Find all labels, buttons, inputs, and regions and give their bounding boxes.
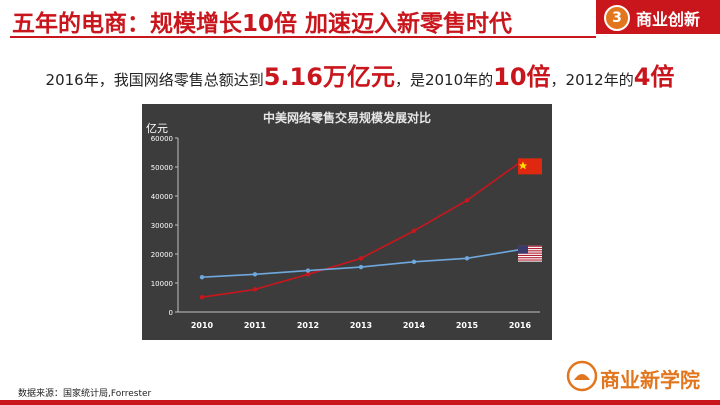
y-tick-label: 20000 xyxy=(151,251,173,259)
headline-part1: 2016年，我国网络零售总额达到 xyxy=(45,71,264,89)
x-tick-label: 2011 xyxy=(244,321,267,330)
y-tick-label: 50000 xyxy=(151,164,173,172)
y-tick-label: 10000 xyxy=(151,280,173,288)
data-point-美国 xyxy=(411,259,417,265)
x-tick-label: 2015 xyxy=(456,321,479,330)
series-line-中国 xyxy=(201,161,521,299)
usa-flag-stripe xyxy=(518,257,542,259)
headline-value1: 5.16万亿元 xyxy=(263,63,395,91)
logo-icon xyxy=(566,360,598,392)
y-tick-label: 40000 xyxy=(151,193,173,201)
y-tick-label: 30000 xyxy=(151,222,173,230)
china-flag-star xyxy=(519,161,527,170)
usa-flag-stripe xyxy=(518,259,542,261)
data-point-美国 xyxy=(252,272,258,277)
data-point-中国 xyxy=(252,287,258,292)
data-point-中国 xyxy=(464,198,470,203)
logo-text: 商业新学院 xyxy=(600,368,700,392)
usa-flag-stripe xyxy=(518,252,542,254)
headline-part2: ，是2010年的 xyxy=(394,71,494,89)
x-tick-label: 2013 xyxy=(350,321,372,330)
headline-part3: ，2012年的 xyxy=(550,71,634,89)
data-point-美国 xyxy=(305,268,311,273)
data-point-美国 xyxy=(199,275,205,280)
y-tick-label: 0 xyxy=(169,309,173,317)
usa-flag-stripe xyxy=(518,254,542,256)
headline-value3: 4倍 xyxy=(633,63,675,91)
data-point-中国 xyxy=(358,256,364,261)
x-tick-label: 2010 xyxy=(191,321,214,330)
data-point-中国 xyxy=(199,295,205,300)
chart-panel: 中美网络零售交易规模发展对比亿元 0 10000 20000 30000 40000 500… xyxy=(142,104,552,340)
slide-title: 五年的电商：规模增长10倍 加速迈入新零售时代 xyxy=(12,11,513,37)
data-point-美国 xyxy=(464,256,470,261)
chart-title: 中美网络零售交易规模发展对比 xyxy=(263,110,431,125)
usa-flag-canton xyxy=(518,245,528,254)
data-point-中国 xyxy=(305,272,311,277)
data-point-中国 xyxy=(411,228,417,233)
headline: 2016年，我国网络零售总额达到5.16万亿元，是2010年的10倍，2012年… xyxy=(0,57,720,92)
section-label: 商业创新 xyxy=(636,10,701,29)
section-number: 3 xyxy=(604,5,630,31)
china-flag-icon xyxy=(518,158,542,175)
data-source: 数据来源：国家统计局,Forrester xyxy=(18,389,152,399)
usa-flag-stripe xyxy=(518,245,542,247)
headline-value2: 10倍 xyxy=(493,63,551,91)
x-tick-label: 2016 xyxy=(509,321,532,330)
x-tick-label: 2014 xyxy=(403,321,426,330)
y-axis-label: 亿元 xyxy=(146,122,168,135)
bottom-bar xyxy=(0,400,720,405)
usa-flag-stripe xyxy=(518,250,542,252)
title-underline xyxy=(10,36,596,38)
data-point-美国 xyxy=(358,264,364,270)
x-tick-label: 2012 xyxy=(297,321,319,330)
usa-flag-stripe xyxy=(518,247,542,250)
y-tick-label: 60000 xyxy=(151,135,173,143)
series-line-美国 xyxy=(201,248,521,278)
section-badge: 3 商业创新 xyxy=(596,0,720,34)
